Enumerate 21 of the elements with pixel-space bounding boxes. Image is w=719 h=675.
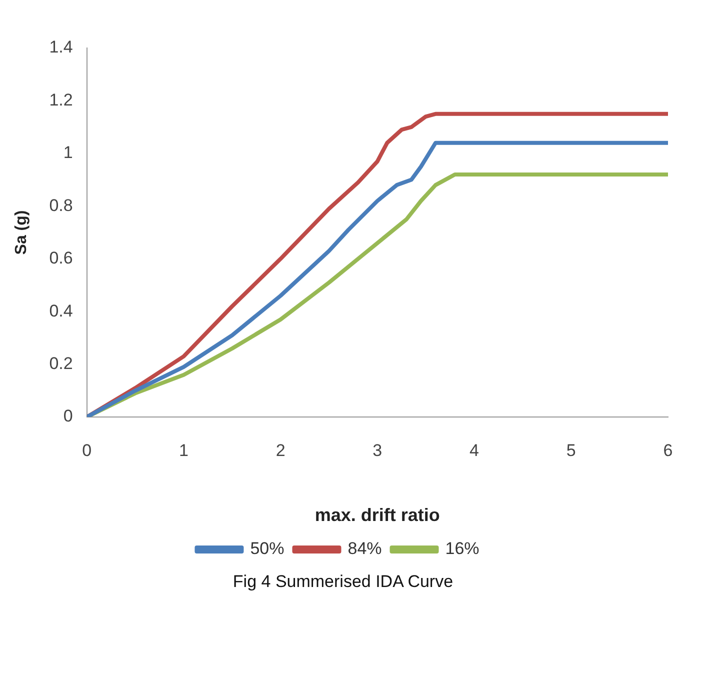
x-tick-label: 6 <box>663 440 673 460</box>
x-tick-label: 5 <box>566 440 576 460</box>
x-tick-label: 4 <box>470 440 480 460</box>
x-tick-label: 0 <box>82 440 92 460</box>
legend-label: 16% <box>445 539 480 558</box>
y-tick-label: 1.4 <box>49 38 73 57</box>
y-tick-label: 0 <box>63 406 73 426</box>
x-axis-title: max. drift ratio <box>314 505 440 526</box>
y-tick-label: 1 <box>63 143 73 162</box>
x-tick-label: 1 <box>178 440 188 460</box>
y-tick-label: 0.4 <box>49 301 73 320</box>
x-tick-label: 3 <box>372 440 382 460</box>
x-tick-label: 2 <box>276 440 286 460</box>
y-tick-label: 1.2 <box>49 90 73 110</box>
legend-label: 50% <box>250 539 284 558</box>
y-tick-label: 0.6 <box>49 248 73 268</box>
y-tick-label: 0.8 <box>49 196 73 215</box>
y-axis-title: Sa (g) <box>13 210 30 255</box>
caption: Fig 4 Summerised IDA Curve <box>232 572 454 592</box>
y-tick-label: 0.2 <box>49 354 73 373</box>
legend-label: 84% <box>348 539 382 558</box>
